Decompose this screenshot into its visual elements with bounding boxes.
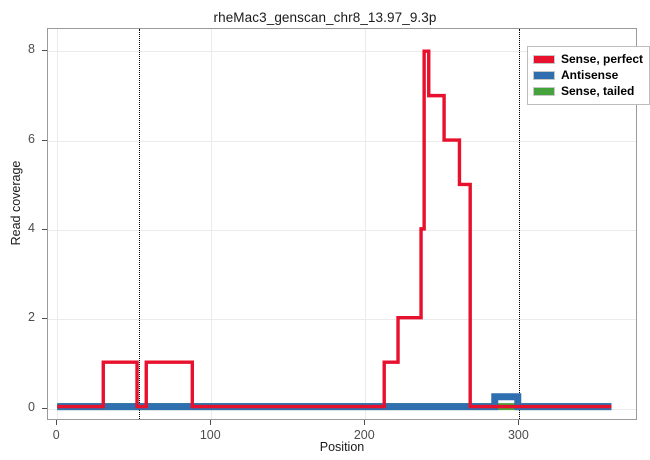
page-title: rheMac3_genscan_chr8_13.97_9.3p bbox=[213, 10, 437, 25]
y-axis-tick-label: 8 bbox=[28, 42, 35, 57]
vertical-dotted-line bbox=[138, 29, 140, 419]
legend-swatch-icon bbox=[533, 86, 555, 96]
y-axis-tick-label: 4 bbox=[28, 220, 35, 235]
vertical-dotted-line bbox=[519, 29, 521, 419]
legend-item[interactable]: Antisense bbox=[533, 67, 643, 83]
y-axis-tick bbox=[42, 407, 47, 409]
y-axis-title: Read coverage bbox=[9, 160, 23, 246]
gridline-horizontal bbox=[48, 229, 636, 231]
x-axis-tick bbox=[210, 420, 212, 425]
y-axis-tick bbox=[42, 228, 47, 230]
x-axis-tick-label: 200 bbox=[353, 428, 375, 442]
legend-item-label: Antisense bbox=[561, 68, 619, 82]
y-axis-tick bbox=[42, 139, 47, 141]
gridline-horizontal bbox=[48, 319, 636, 321]
x-axis-title: Position bbox=[319, 440, 365, 454]
x-axis-tick bbox=[364, 420, 366, 425]
y-axis-tick bbox=[42, 50, 47, 52]
legend-swatch-icon bbox=[533, 54, 555, 64]
x-axis-tick-label: 100 bbox=[199, 428, 221, 442]
legend-item[interactable]: Sense, tailed bbox=[533, 83, 643, 99]
series-line-sense-perfect bbox=[57, 51, 611, 406]
x-axis-tick bbox=[56, 420, 58, 425]
x-axis-tick-label: 0 bbox=[52, 428, 60, 442]
y-axis-tick-label: 6 bbox=[28, 131, 35, 146]
legend-item[interactable]: Sense, perfect bbox=[533, 51, 643, 67]
y-axis-tick-label: 2 bbox=[28, 310, 35, 325]
legend-item-label: Sense, perfect bbox=[561, 52, 644, 66]
x-axis-tick-label: 300 bbox=[507, 428, 529, 442]
gridline-horizontal bbox=[48, 140, 636, 142]
gridline-vertical bbox=[365, 29, 367, 419]
y-axis-tick-label: 0 bbox=[28, 399, 35, 414]
data-series-layer bbox=[48, 29, 636, 419]
gridline-vertical bbox=[57, 29, 59, 419]
gridline-vertical bbox=[211, 29, 213, 419]
legend-item-label: Sense, tailed bbox=[561, 84, 635, 98]
x-axis-tick bbox=[518, 420, 520, 425]
y-axis-tick bbox=[42, 318, 47, 320]
legend-swatch-icon bbox=[533, 70, 555, 80]
gridline-horizontal bbox=[48, 51, 636, 53]
legend: Sense, perfect Antisense Sense, tailed bbox=[527, 46, 650, 105]
